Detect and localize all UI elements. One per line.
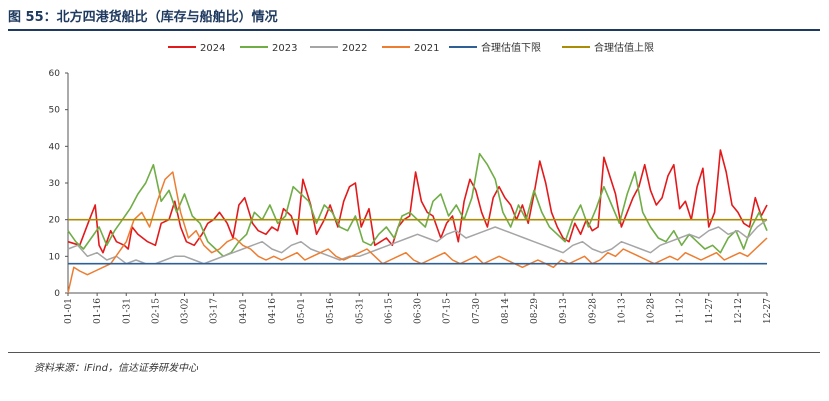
x-tick-label: 02-15 [151, 298, 161, 324]
x-tick-label: 10-13 [617, 298, 627, 324]
legend-label: 2022 [342, 43, 367, 54]
series-line-3 [67, 171, 768, 294]
x-tick-label: 12-12 [734, 298, 744, 324]
x-tick-label: 05-31 [355, 298, 365, 324]
y-tick-label: 20 [49, 216, 61, 226]
legend-item-2: 2022 [310, 43, 367, 54]
x-tick-label: 04-16 [268, 298, 278, 324]
y-tick-label: 50 [49, 106, 61, 116]
legend-item-5: 合理估值上限 [562, 41, 654, 54]
x-tick-label: 09-13 [559, 298, 569, 324]
chart-title: 图 55：北方四港货船比（库存与船舶比）情况 [8, 10, 278, 25]
x-tick-label: 05-16 [326, 298, 336, 324]
x-tick-label: 12-27 [763, 298, 773, 324]
x-tick-label: 07-30 [472, 298, 482, 324]
legend-label: 合理估值下限 [481, 41, 541, 54]
x-tick-label: 01-16 [93, 298, 103, 324]
x-tick-label: 10-28 [647, 298, 657, 324]
x-tick-label: 03-17 [210, 298, 220, 324]
x-tick-label: 01-31 [122, 298, 132, 324]
y-tick-label: 40 [49, 142, 61, 152]
x-tick-label: 05-01 [297, 298, 307, 324]
legend-label: 2021 [414, 43, 439, 54]
x-tick-label: 07-15 [443, 298, 453, 324]
title-divider [8, 29, 820, 31]
source-note: 资料来源：iFind，信达证券研发中心 [34, 363, 198, 374]
x-tick-label: 08-14 [501, 298, 511, 324]
x-tick-label: 06-30 [414, 298, 424, 324]
legend-label: 合理估值上限 [594, 41, 654, 54]
legend-item-4: 合理估值下限 [449, 41, 541, 54]
series-layer [67, 149, 768, 294]
x-tick-label: 06-15 [384, 298, 394, 324]
legend-item-0: 2024 [168, 43, 225, 54]
legend-label: 2024 [200, 43, 225, 54]
x-tick-label: 04-01 [239, 298, 249, 324]
x-tick-label: 11-27 [705, 298, 715, 324]
legend-item-3: 2021 [382, 43, 439, 54]
x-tick-label: 11-12 [676, 298, 686, 324]
legend: 2024 2023 2022 2021 合理估值下限 合理估值上限 [168, 41, 654, 54]
legend-item-1: 2023 [240, 43, 297, 54]
x-tick-label: 03-02 [181, 298, 191, 324]
series-line-0 [67, 149, 768, 254]
footer-divider [8, 352, 820, 353]
y-tick-label: 10 [49, 252, 61, 262]
line-chart: 2024 2023 2022 2021 合理估值下限 合理估值上限 0 10 20 30 40 50… [49, 41, 773, 324]
x-tick-label: 08-29 [530, 298, 540, 324]
y-tick-label: 60 [49, 69, 61, 79]
series-line-2 [67, 219, 768, 265]
x-tick-label: 09-28 [588, 298, 598, 324]
legend-label: 2023 [272, 43, 297, 54]
y-tick-label: 0 [54, 289, 60, 299]
x-tick-label: 01-01 [64, 298, 74, 324]
chart-axes: 0 10 20 30 40 50 60 01-01 01-16 01-31 02-15 03-02 03… [49, 69, 773, 324]
y-tick-label: 30 [49, 179, 61, 189]
